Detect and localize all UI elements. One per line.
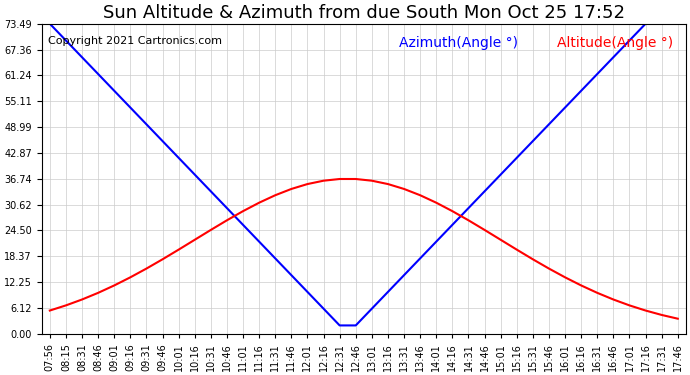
Legend: Azimuth(Angle °), Altitude(Angle °): Azimuth(Angle °), Altitude(Angle °) — [362, 31, 679, 56]
Text: Copyright 2021 Cartronics.com: Copyright 2021 Cartronics.com — [48, 36, 222, 46]
Title: Sun Altitude & Azimuth from due South Mon Oct 25 17:52: Sun Altitude & Azimuth from due South Mo… — [103, 4, 625, 22]
